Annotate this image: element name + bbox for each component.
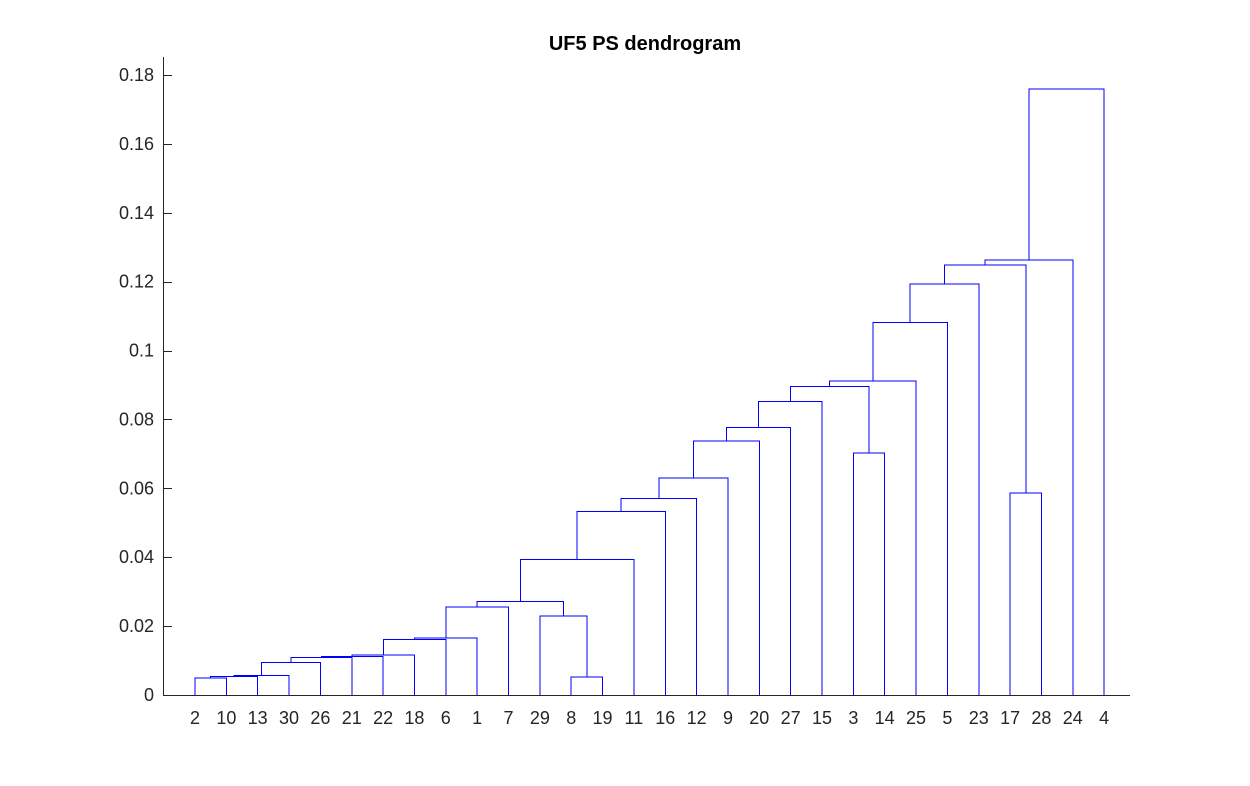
dendrogram-link [984, 259, 1074, 695]
x-tick-label: 22 [373, 708, 393, 728]
x-tick-label: 21 [342, 708, 362, 728]
y-tick-label: 0.1 [129, 341, 154, 361]
dendrogram-link [872, 321, 948, 695]
dendrogram-link [1009, 492, 1042, 695]
dendrogram-link [539, 615, 588, 695]
x-tick-label: 4 [1099, 708, 1109, 728]
dendrogram-link [620, 497, 698, 695]
dendrogram-link [789, 386, 870, 453]
x-tick-label: 9 [723, 708, 733, 728]
dendrogram-link [233, 675, 290, 695]
x-tick-label: 5 [942, 708, 952, 728]
x-tick-label: 23 [969, 708, 989, 728]
x-tick-label: 7 [503, 708, 513, 728]
x-tick-label: 20 [749, 708, 769, 728]
x-tick-label: 26 [310, 708, 330, 728]
x-tick-label: 27 [781, 708, 801, 728]
y-tick-label: 0.14 [119, 203, 154, 223]
x-tick-label: 13 [248, 708, 268, 728]
x-tick-label: 2 [190, 708, 200, 728]
tick-labels: 0 0.02 0.04 0.06 0.08 0.1 0.12 0.14 0.16 0.18 2 10 1… [119, 65, 1109, 728]
x-tick-label: 12 [687, 708, 707, 728]
x-tick-label: 16 [655, 708, 675, 728]
axes [163, 57, 1130, 696]
x-tick-label: 8 [566, 708, 576, 728]
x-tick-label: 28 [1031, 708, 1051, 728]
x-tick-label: 17 [1000, 708, 1020, 728]
y-tick-label: 0.02 [119, 616, 154, 636]
x-tick-label: 6 [441, 708, 451, 728]
y-tick-label: 0.18 [119, 65, 154, 85]
dendrogram-link [194, 677, 227, 695]
x-tick-label: 15 [812, 708, 832, 728]
dendrogram-link [210, 675, 259, 695]
y-tick-label: 0.08 [119, 409, 154, 429]
x-tick-label: 30 [279, 708, 299, 728]
x-tick-label: 10 [216, 708, 236, 728]
dendrogram-link [909, 283, 980, 695]
dendrogram-link [829, 380, 917, 695]
y-tick-label: 0.16 [119, 134, 154, 154]
dendrogram-link [576, 510, 666, 695]
dendrogram-link [261, 662, 321, 695]
y-tick-label: 0.06 [119, 478, 154, 498]
x-tick-label: 24 [1063, 708, 1083, 728]
chart-title: UF5 PS dendrogram [549, 33, 741, 55]
x-tick-label: 1 [472, 708, 482, 728]
dendrogram-link [476, 600, 564, 617]
dendrogram-link [658, 477, 729, 695]
x-tick-label: 25 [906, 708, 926, 728]
dendrogram-link [852, 452, 886, 695]
y-tick-label: 0.12 [119, 272, 154, 292]
dendrogram-link [570, 676, 604, 695]
x-tick-label: 11 [625, 708, 644, 728]
y-tick-label: 0 [144, 685, 154, 705]
y-tick-label: 0.04 [119, 547, 154, 567]
dendrogram-link [943, 264, 1027, 494]
x-tick-label: 14 [875, 708, 895, 728]
dendrogram-link [519, 559, 635, 695]
x-tick-label: 19 [593, 708, 613, 728]
dendrogram-link [290, 656, 353, 695]
x-tick-label: 3 [848, 708, 858, 728]
x-tick-label: 18 [404, 708, 424, 728]
dendrogram-link [725, 426, 792, 695]
dendrogram-link [1028, 88, 1105, 695]
dendrogram-links [194, 88, 1105, 695]
dendrogram-link [692, 440, 760, 695]
x-tick-label: 29 [530, 708, 550, 728]
